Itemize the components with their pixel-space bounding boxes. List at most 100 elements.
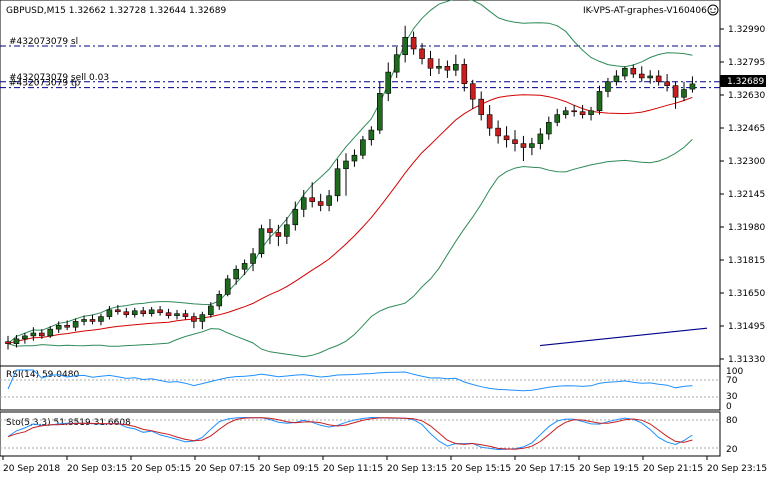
bear-candle xyxy=(5,341,11,344)
rsi-tick-30: 30 xyxy=(726,392,738,402)
bear-candle xyxy=(115,309,121,313)
bull-candle xyxy=(545,122,552,135)
bear-candle xyxy=(478,98,485,115)
rsi-tick-100: 100 xyxy=(726,367,743,377)
order-lines: #432073079 sl #432073079 sell 0.03#432073… xyxy=(0,37,720,89)
time-tick-label: 20 Sep 07:15 xyxy=(195,464,255,474)
bear-candle xyxy=(520,143,527,148)
bull-candle xyxy=(453,64,459,71)
ea-name: IK-VPS-AT-graphes-V160406 xyxy=(583,6,707,16)
order-line-label: #432073079 tp xyxy=(9,79,80,89)
current-price-tag: 1.32689 xyxy=(720,75,766,87)
stochastic-panel[interactable]: Sto(5,3,3) 51.8519 31.6608 80 20 xyxy=(0,411,738,457)
bull-candle xyxy=(72,321,79,328)
bear-candle xyxy=(495,127,501,137)
bull-candle xyxy=(343,160,349,170)
bull-candle xyxy=(250,253,256,264)
rsi-label: RSI(14) 59.0480 xyxy=(6,370,79,380)
trend-line xyxy=(539,327,708,347)
bear-candle xyxy=(419,48,425,59)
bull-candle xyxy=(529,143,535,148)
candles xyxy=(5,25,696,350)
symbol-info: GBPUSD,M15 1.32662 1.32728 1.32644 1.326… xyxy=(6,6,226,16)
order-line-label: #432073079 sell 0.03 xyxy=(9,73,109,83)
bull-candle xyxy=(554,114,561,123)
price-tick-label: 1.32795 xyxy=(728,58,765,68)
bull-candle xyxy=(98,316,104,322)
price-panel[interactable]: GBPUSD,M15 1.32662 1.32728 1.32644 1.326… xyxy=(0,0,766,367)
bull-candle xyxy=(402,37,408,56)
moving-average xyxy=(7,94,693,345)
bear-candle xyxy=(512,139,518,144)
stoch-tick-20: 20 xyxy=(726,445,738,455)
time-tick-label: 20 Sep 23:15 xyxy=(707,464,767,474)
rsi-tick-70: 70 xyxy=(726,376,738,386)
order-line-label: #432073079 sl xyxy=(9,37,78,47)
price-tick-label: 1.31650 xyxy=(728,289,765,299)
time-axis: 20 Sep 2018 20 Sep 03:15 20 Sep 05:15 20 Se… xyxy=(2,456,767,474)
bull-candle xyxy=(605,81,611,92)
bull-candle xyxy=(537,133,544,144)
bear-candle xyxy=(444,66,451,71)
bear-candle xyxy=(275,232,282,237)
price-tick-label: 1.32300 xyxy=(728,157,765,167)
bear-candle xyxy=(317,201,324,206)
price-tick-label: 1.31980 xyxy=(728,223,765,233)
bull-candle xyxy=(208,305,214,315)
bull-candle xyxy=(368,129,375,141)
stochastic-signal-line xyxy=(7,417,693,450)
time-tick-label: 20 Sep 03:15 xyxy=(67,464,127,474)
time-tick-label: 20 Sep 17:15 xyxy=(515,464,575,474)
bear-candle xyxy=(64,324,70,328)
time-tick-label: 20 Sep 19:15 xyxy=(579,464,639,474)
bull-candle xyxy=(300,197,307,210)
price-axis: 1.32990 1.32795 1.32630 1.32465 1.32300 1.321… xyxy=(720,25,765,365)
bull-candle xyxy=(106,309,113,317)
stochastic-panel-frame xyxy=(0,411,721,457)
bull-candle xyxy=(148,309,155,314)
bull-candle xyxy=(292,209,299,226)
price-tick-label: 1.32630 xyxy=(728,91,765,101)
bull-candle xyxy=(241,263,248,270)
rsi-line xyxy=(7,369,693,392)
bull-candle xyxy=(436,66,442,69)
bear-candle xyxy=(469,83,476,100)
bull-candle xyxy=(216,294,223,307)
bull-candle xyxy=(647,75,654,79)
bull-candle xyxy=(562,110,569,115)
bear-candle xyxy=(630,67,637,75)
trend-line-segment xyxy=(539,327,708,347)
bull-candle xyxy=(334,168,341,197)
bull-candle xyxy=(30,332,37,337)
time-tick-label: 20 Sep 2018 xyxy=(3,464,60,474)
bull-candle xyxy=(258,228,265,255)
rsi-panel[interactable]: RSI(14) 59.0480 100 70 30 0 xyxy=(0,365,743,412)
bull-candle xyxy=(596,91,603,112)
smiley-icon xyxy=(707,4,719,16)
stoch-tick-80: 80 xyxy=(726,416,738,426)
bear-candle xyxy=(123,311,130,315)
bull-candle xyxy=(613,75,620,83)
time-tick-label: 20 Sep 05:15 xyxy=(131,464,191,474)
time-tick-label: 20 Sep 15:15 xyxy=(451,464,511,474)
bear-candle xyxy=(664,81,670,86)
price-tick-label: 1.31815 xyxy=(728,256,765,266)
bull-candle xyxy=(284,224,290,237)
time-tick-label: 20 Sep 09:15 xyxy=(259,464,319,474)
price-tick-label: 1.32990 xyxy=(728,25,765,35)
bear-candle xyxy=(182,313,189,317)
bull-candle xyxy=(47,328,54,337)
bull-candle xyxy=(55,324,62,330)
time-tick-label: 20 Sep 11:15 xyxy=(323,464,383,474)
bull-candle xyxy=(385,71,392,94)
price-tick-label: 1.31495 xyxy=(728,322,765,332)
bear-candle xyxy=(461,64,468,85)
bear-candle xyxy=(410,37,417,50)
bear-candle xyxy=(571,110,577,113)
bull-candle xyxy=(131,310,138,315)
bull-candle xyxy=(326,195,332,206)
bollinger-bands xyxy=(7,0,693,358)
bull-candle xyxy=(622,67,628,77)
time-tick-label: 20 Sep 21:15 xyxy=(643,464,703,474)
